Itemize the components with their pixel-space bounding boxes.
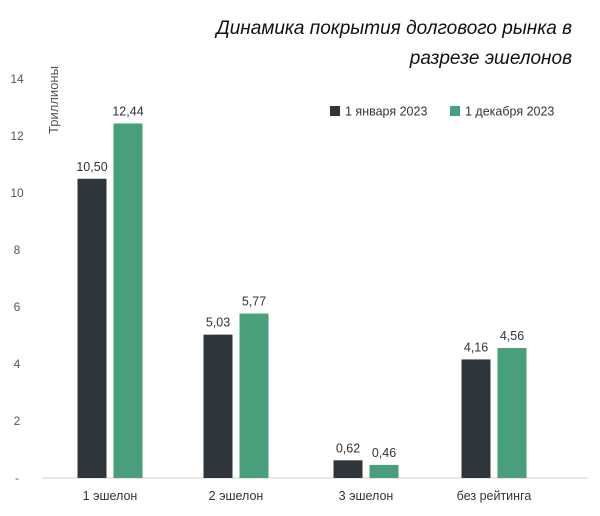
legend-swatch <box>330 106 340 116</box>
legend: 1 января 2023 1 декабря 2023 <box>330 105 554 119</box>
bar-2-3 <box>369 464 399 478</box>
y-tick-label: 2 <box>14 414 21 428</box>
y-tick-label: 12 <box>10 129 24 143</box>
y-tick-label: 6 <box>14 300 21 314</box>
legend-label: 1 декабря 2023 <box>465 105 554 119</box>
data-label: 10,50 <box>76 160 107 174</box>
legend-swatch <box>450 106 460 116</box>
bar-1-3 <box>333 460 363 478</box>
data-label: 0,46 <box>372 446 396 460</box>
y-tick-label: 8 <box>14 243 21 257</box>
category-label: 3 эшелон <box>339 489 394 503</box>
data-label: 4,56 <box>500 329 524 343</box>
bar-1-4 <box>461 359 491 478</box>
data-label: 4,16 <box>464 340 488 354</box>
y-tick-label: 14 <box>10 72 24 86</box>
y-tick-label: 4 <box>14 357 21 371</box>
bar-1-1 <box>77 178 107 478</box>
y-axis-label: Триллионы <box>46 66 61 134</box>
data-label: 12,44 <box>112 104 143 118</box>
y-axis-ticks: - 2 4 6 8 10 12 14 <box>10 72 24 485</box>
data-label: 0,62 <box>336 441 360 455</box>
y-tick-label: - <box>15 471 19 485</box>
bar-1-2 <box>203 334 233 478</box>
y-tick-label: 10 <box>10 186 24 200</box>
bar-2-2 <box>239 313 269 478</box>
category-label: 1 эшелон <box>83 489 138 503</box>
bars: 10,50 12,44 1 эшелон 5,03 5,77 2 эшелон 0,62 0,… <box>76 104 531 503</box>
category-label: 2 эшелон <box>209 489 264 503</box>
legend-label: 1 января 2023 <box>345 105 427 119</box>
bar-2-4 <box>497 348 527 478</box>
data-label: 5,03 <box>206 316 230 330</box>
data-label: 5,77 <box>242 295 266 309</box>
category-label: без рейтинга <box>457 489 532 503</box>
bar-2-1 <box>113 123 143 479</box>
chart-title: Динамика покрытия долгового рынка в разр… <box>216 18 572 69</box>
